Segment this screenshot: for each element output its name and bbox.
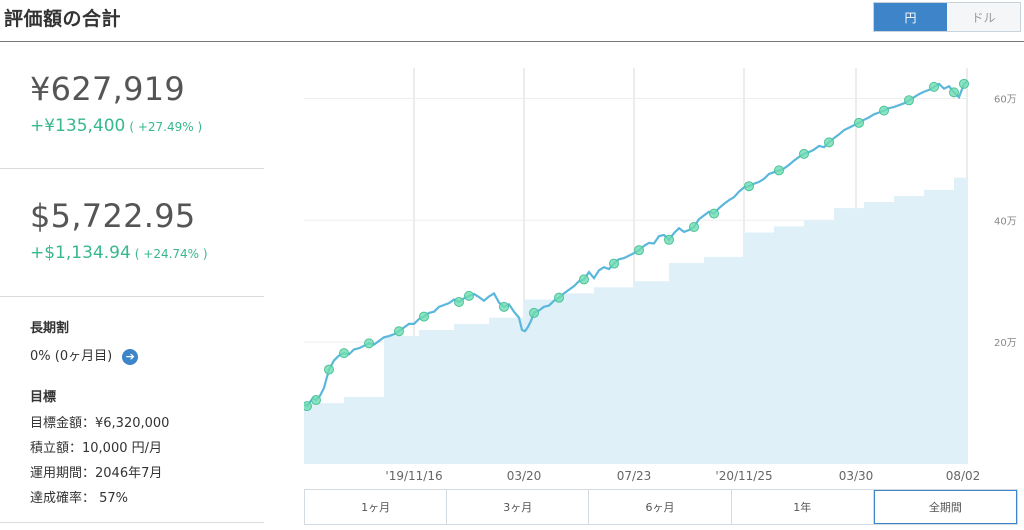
range-tab-1m[interactable]: 1ヶ月: [305, 490, 448, 524]
x-tick-label: 08/02: [946, 469, 981, 483]
header: 評価額の合計 円 ドル: [0, 0, 1024, 42]
purchase-marker[interactable]: [464, 290, 474, 301]
chart-svg: '19/11/16 03/20 07/23 '20/11/25 03/30 08/02 20…: [302, 68, 1017, 483]
goal-period: 運用期間：2046年7月: [30, 466, 163, 481]
y-tick-label: 20万: [994, 338, 1017, 349]
purchase-marker[interactable]: [774, 165, 784, 176]
x-tick-label: '20/11/25: [715, 469, 772, 483]
gain-amount-jpy: +¥135,400: [30, 116, 126, 136]
goal-amount: 目標金額：¥6,320,000: [30, 416, 170, 431]
long-term-row: 0% (0ヶ月目) ➔: [30, 345, 139, 365]
purchase-marker[interactable]: [824, 137, 834, 148]
purchase-marker[interactable]: [454, 296, 464, 307]
range-tab-1y[interactable]: 1年: [731, 490, 874, 524]
gain-pct-usd: ( +24.74% ): [134, 247, 208, 261]
purchase-marker[interactable]: [394, 326, 404, 337]
purchase-marker[interactable]: [324, 364, 334, 375]
gain-usd: +$1,134.94( +24.74% ): [30, 243, 208, 263]
detail-block: 長期割 0% (0ヶ月目) ➔ 目標 目標金額：¥6,320,000 積立額：10…: [0, 297, 264, 523]
gain-pct-jpy: ( +27.49% ): [129, 120, 203, 134]
x-tick-label: 03/30: [839, 469, 874, 483]
currency-dollar-button[interactable]: ドル: [947, 3, 1020, 31]
currency-yen-button[interactable]: 円: [874, 3, 947, 31]
y-tick-label: 40万: [994, 216, 1017, 227]
goal-monthly: 積立額：10,000 円/月: [30, 441, 162, 456]
x-tick-label: 07/23: [617, 469, 652, 483]
purchase-marker[interactable]: [311, 395, 321, 406]
arrow-right-icon[interactable]: ➔: [122, 348, 139, 365]
purchase-marker[interactable]: [689, 222, 699, 233]
purchase-marker[interactable]: [579, 274, 589, 285]
purchase-marker[interactable]: [959, 78, 969, 89]
purchase-marker[interactable]: [879, 105, 889, 116]
purchase-marker[interactable]: [609, 258, 619, 269]
jpy-summary-block: ¥627,919 +¥135,400( +27.49% ): [0, 42, 264, 169]
gain-jpy: +¥135,400( +27.49% ): [30, 116, 202, 136]
x-tick-label: '19/11/16: [385, 469, 442, 483]
purchase-marker[interactable]: [634, 245, 644, 256]
usd-summary-block: $5,722.95 +$1,134.94( +24.74% ): [0, 169, 264, 297]
currency-toggle: 円 ドル: [873, 2, 1021, 32]
purchase-marker[interactable]: [499, 301, 509, 312]
purchase-marker[interactable]: [904, 95, 914, 106]
sidebar: ¥627,919 +¥135,400( +27.49% ) $5,722.95 …: [0, 42, 264, 530]
purchase-marker[interactable]: [664, 234, 674, 245]
range-tab-3m[interactable]: 3ヶ月: [447, 490, 590, 524]
purchase-marker[interactable]: [854, 117, 864, 128]
purchase-marker[interactable]: [302, 401, 312, 412]
range-tab-6m[interactable]: 6ヶ月: [589, 490, 732, 524]
purchase-marker[interactable]: [949, 87, 959, 98]
goal-probability: 達成確率： 57%: [30, 491, 129, 506]
purchase-marker[interactable]: [419, 311, 429, 322]
valuation-chart: '19/11/16 03/20 07/23 '20/11/25 03/30 08/02 20…: [302, 68, 1024, 488]
purchase-marker[interactable]: [744, 181, 754, 192]
total-value-jpy: ¥627,919: [30, 70, 186, 108]
x-tick-label: 03/20: [507, 469, 542, 483]
purchase-marker[interactable]: [364, 338, 374, 349]
purchase-marker[interactable]: [339, 348, 349, 359]
page-title: 評価額の合計: [4, 8, 122, 30]
range-tabs: 1ヶ月 3ヶ月 6ヶ月 1年 全期間: [304, 489, 1018, 525]
y-tick-label: 60万: [994, 94, 1017, 105]
purchase-marker[interactable]: [709, 208, 719, 219]
range-tab-all[interactable]: 全期間: [873, 490, 1018, 524]
purchase-marker[interactable]: [554, 292, 564, 303]
total-value-usd: $5,722.95: [30, 197, 196, 235]
long-term-value: 0% (0ヶ月目): [30, 349, 113, 364]
long-term-heading: 長期割: [30, 321, 70, 336]
purchase-marker[interactable]: [929, 81, 939, 92]
cost-basis-area: [304, 171, 967, 465]
goal-heading: 目標: [30, 390, 57, 405]
purchase-marker[interactable]: [529, 307, 539, 318]
gain-amount-usd: +$1,134.94: [30, 243, 131, 263]
purchase-marker[interactable]: [799, 148, 809, 159]
